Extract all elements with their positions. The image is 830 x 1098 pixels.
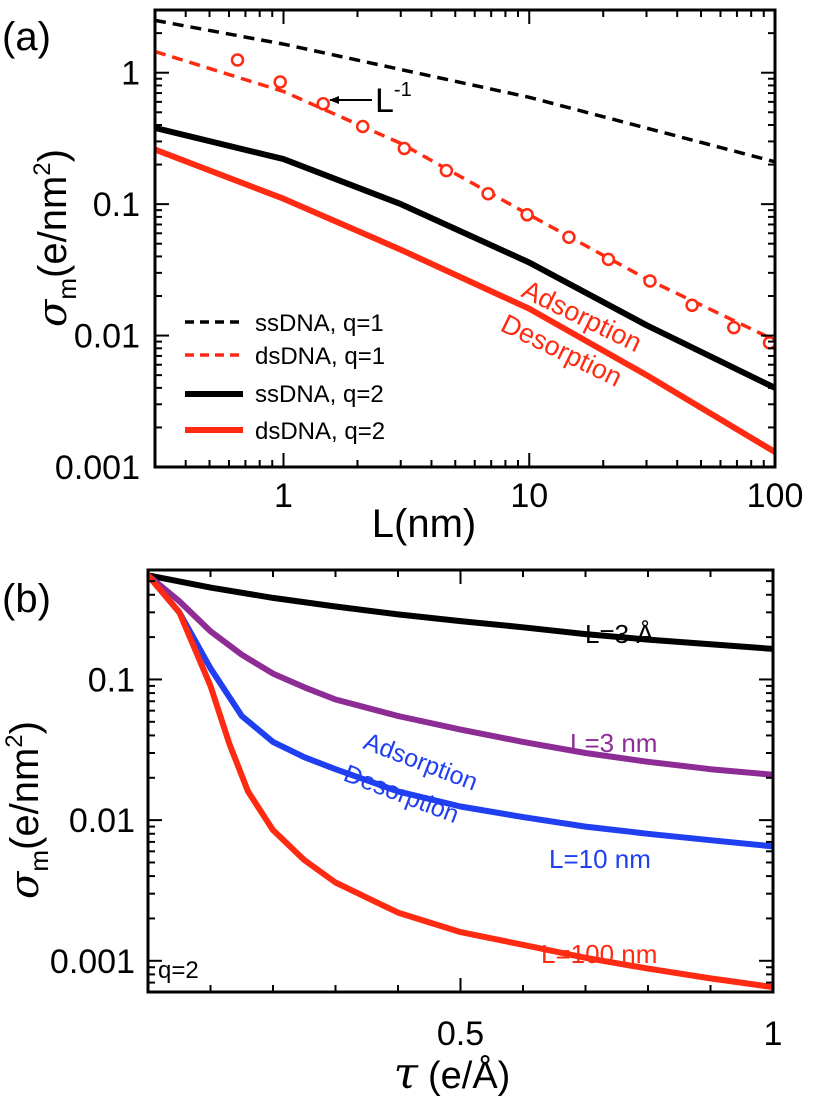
series-line-dsdna-q-1 — [155, 49, 775, 342]
panel-a-ylabel-sigma: σ — [30, 298, 76, 327]
panel-b-ylabel-units: (e/nm — [3, 748, 47, 850]
data-marker — [439, 163, 454, 178]
y-tick-label: 0.1 — [93, 186, 140, 224]
y-tick-label: 0.1 — [88, 661, 135, 699]
x-tick-label: 10 — [510, 477, 548, 515]
slope-label: L-1 — [375, 79, 412, 120]
panel-a-ylabel-units: (e/nm — [31, 176, 75, 278]
series-line-l-3-nm — [148, 572, 773, 778]
x-tick-label: 100 — [747, 477, 804, 515]
x-tick-label: 0.5 — [437, 1015, 484, 1053]
panel-b-series-group — [148, 572, 773, 991]
label-l-100-nm: L=100 nm — [541, 939, 657, 969]
data-marker — [355, 119, 370, 134]
panel-a-ticks: 1 10 100 0.001 0.01 0.1 1 — [55, 9, 804, 515]
panel-b: (b) 0.5 1 0.001 0.01 0.1 σm(e/nm2) τ (e/Å) L=… — [1, 568, 783, 1098]
label-l-10-nm: L=10 nm — [549, 844, 651, 874]
data-marker — [397, 141, 412, 156]
series-line-l-10-nm — [148, 572, 773, 850]
legend-label-ssdna-q1: ssDNA, q=1 — [255, 310, 384, 337]
data-marker — [685, 298, 699, 313]
legend-label-dsdna-q2: dsDNA, q=2 — [255, 418, 385, 445]
data-marker — [316, 97, 330, 111]
panel-a-xlabel-units: (nm) — [394, 502, 476, 546]
data-marker — [520, 208, 534, 222]
panel-b-q-label: q=2 — [158, 957, 199, 984]
legend-label-dsdna-q1: dsDNA, q=1 — [255, 343, 385, 370]
panel-b-xlabel-tau: τ — [394, 1048, 419, 1098]
data-marker — [230, 53, 245, 67]
panel-b-ylabel-close: ) — [3, 721, 47, 734]
slope-label-base: L — [375, 82, 394, 120]
y-tick-label: 0.001 — [50, 943, 135, 981]
data-marker — [727, 320, 741, 335]
panel-a-ylabel-sup: 2 — [29, 162, 56, 175]
data-marker — [273, 75, 287, 89]
data-marker — [762, 336, 775, 350]
panel-a-label: (a) — [2, 15, 51, 59]
label-l-3-angstrom: L=3 Å — [585, 619, 654, 649]
panel-b-ticks: 0.5 1 0.001 0.01 0.1 — [50, 569, 783, 1053]
panel-b-ylabel-sigma: σ — [2, 870, 48, 899]
panel-a-legend: ssDNA, q=1 dsDNA, q=1 ssDNA, q=2 dsDNA, … — [185, 310, 385, 445]
panel-b-xlabel-units: (e/Å) — [428, 1053, 510, 1097]
svg-text:σm(e/nm2): σm(e/nm2) — [29, 149, 82, 327]
y-tick-label: 0.01 — [69, 802, 135, 840]
data-marker — [562, 230, 576, 244]
panel-a-ylabel-sub: m — [52, 278, 82, 300]
series-line-l-100-nm — [148, 572, 773, 991]
series-line-l-3 — [148, 572, 773, 652]
data-marker — [481, 186, 495, 201]
panel-b-label: (b) — [2, 577, 51, 621]
panel-a-ylabel-close: ) — [31, 149, 75, 162]
series-line-ssdna-q-2 — [155, 124, 775, 391]
svg-text:σm(e/nm2): σm(e/nm2) — [1, 721, 54, 899]
slope-label-exp: -1 — [394, 79, 412, 101]
panel-a-frame — [153, 8, 777, 469]
legend-label-ssdna-q2: ssDNA, q=2 — [255, 381, 384, 408]
series-line-ssdna-q-1 — [155, 18, 775, 164]
panel-a-xlabel-prefix: L — [372, 502, 394, 546]
panel-a-markers-group — [230, 53, 775, 350]
panel-b-ylabel: σm(e/nm2) — [1, 721, 54, 899]
y-tick-label: 1 — [121, 55, 140, 93]
panel-b-xlabel: τ (e/Å) — [394, 1048, 511, 1098]
panel-a-ylabel: σm(e/nm2) — [29, 149, 82, 327]
panel-b-ylabel-sub: m — [24, 850, 54, 872]
panel-a-xlabel: L(nm) — [372, 502, 476, 546]
x-tick-label: 1 — [274, 477, 293, 515]
panel-a-series-group — [155, 18, 775, 455]
series-line-dsdna-q-2 — [155, 146, 775, 455]
y-tick-label: 0.001 — [55, 449, 140, 487]
y-tick-label: 0.01 — [74, 318, 140, 356]
panel-b-ylabel-sup: 2 — [1, 734, 28, 747]
data-marker — [601, 252, 616, 267]
x-tick-label: 1 — [764, 1015, 783, 1053]
label-l-3-nm: L=3 nm — [570, 728, 657, 758]
data-marker — [643, 274, 657, 288]
